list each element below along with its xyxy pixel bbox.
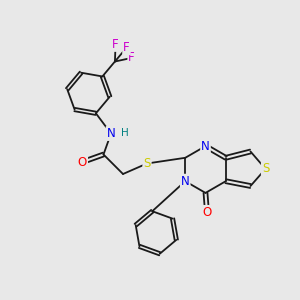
Text: F: F (123, 41, 130, 54)
Text: F: F (128, 51, 135, 64)
Text: F: F (112, 38, 119, 51)
Text: N: N (181, 175, 190, 188)
Text: N: N (106, 127, 116, 140)
Text: N: N (201, 140, 210, 153)
Text: S: S (262, 162, 269, 176)
Text: S: S (143, 157, 151, 170)
Text: O: O (202, 206, 211, 219)
Text: O: O (78, 155, 87, 169)
Text: H: H (121, 128, 128, 139)
